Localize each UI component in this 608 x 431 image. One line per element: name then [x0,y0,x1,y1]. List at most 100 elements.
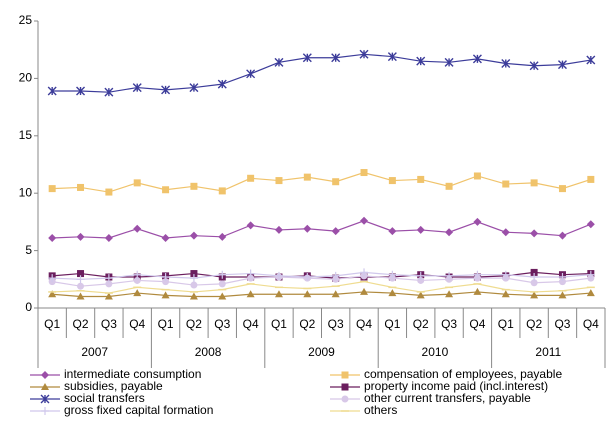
x-tick-label: Q1 [384,317,400,331]
data-point [501,290,510,298]
data-point [473,217,482,226]
data-point [48,185,56,193]
data-point [133,270,142,279]
legend-marker [341,371,349,379]
legend-label: gross fixed capital formation [64,403,213,417]
data-point [190,270,198,278]
data-point [557,60,567,70]
x-tick-label: Q3 [441,317,457,331]
data-point [360,268,369,277]
data-point [161,233,170,242]
data-point [162,186,170,194]
x-tick-label: Q1 [158,317,174,331]
legend-marker [41,383,49,390]
y-tick-label: 0 [25,300,32,314]
data-point [417,175,425,183]
data-point [161,273,170,282]
data-point [246,221,255,230]
x-group-label: 2008 [195,345,222,359]
data-point [48,233,57,242]
data-point [586,289,595,297]
data-point [331,290,340,298]
data-point [247,274,255,282]
x-group-label: 2011 [535,345,561,359]
data-point [218,292,227,300]
x-tick-label: Q4 [583,317,599,331]
data-point [133,224,142,233]
data-point [47,86,57,96]
data-point [189,292,198,300]
data-point [161,291,170,299]
x-tick-label: Q3 [328,317,344,331]
data-point [104,274,113,283]
data-point [445,182,453,190]
data-point [133,289,142,297]
data-point [586,270,595,279]
legend-label: other current transfers, payable [364,391,531,405]
data-point [76,275,85,284]
data-point [530,179,538,187]
legend-label: property income paid (incl.interest) [364,379,548,393]
data-point [501,270,510,279]
y-tick-label: 15 [19,128,33,142]
data-point [274,290,283,298]
data-point [388,177,396,185]
data-point [473,172,481,180]
data-point [473,270,482,279]
x-tick-label: Q4 [129,317,145,331]
legend-label: compensation of employees, payable [364,367,562,381]
data-point [189,274,198,283]
legend-label: subsidies, payable [64,379,163,393]
data-point [246,290,255,298]
data-point [104,233,113,242]
series-line [52,271,591,280]
data-point [416,56,426,66]
legend-marker [41,407,49,415]
series-line [52,275,591,287]
x-tick-label: Q2 [526,317,542,331]
data-point [133,276,141,284]
legend-marker [341,395,349,403]
data-point [558,273,567,282]
x-tick-label: Q4 [469,317,485,331]
data-point [359,49,369,59]
x-tick-label: Q4 [356,317,372,331]
series-line [52,171,592,193]
data-point [303,224,312,233]
series-line [52,220,592,239]
data-point [530,229,539,238]
data-point [189,231,198,240]
data-point [502,180,510,188]
data-point [48,274,57,283]
series-line [52,53,591,93]
data-point [162,278,170,286]
data-point [218,280,226,288]
data-point [558,291,567,299]
data-point [388,289,397,297]
data-point [331,271,340,280]
data-point [218,270,227,279]
x-tick-label: Q1 [498,317,514,331]
legend-label: intermediate consumption [64,367,201,381]
legend-label: social transfers [64,391,145,405]
data-point [360,287,369,295]
data-point [303,273,312,282]
data-point [48,290,57,298]
data-point [360,216,369,225]
data-point [416,271,425,280]
x-tick-label: Q3 [101,317,117,331]
data-point [388,270,397,279]
data-point [105,188,113,196]
data-point [77,282,85,290]
x-group-label: 2009 [308,345,335,359]
data-point [445,290,454,298]
data-point [501,228,510,237]
x-tick-label: Q1 [271,317,287,331]
data-point [331,53,341,63]
data-point [530,273,539,282]
data-point [190,182,198,190]
y-tick-label: 20 [19,71,33,85]
data-point [275,177,283,185]
data-point [303,173,311,181]
data-point [274,271,283,280]
